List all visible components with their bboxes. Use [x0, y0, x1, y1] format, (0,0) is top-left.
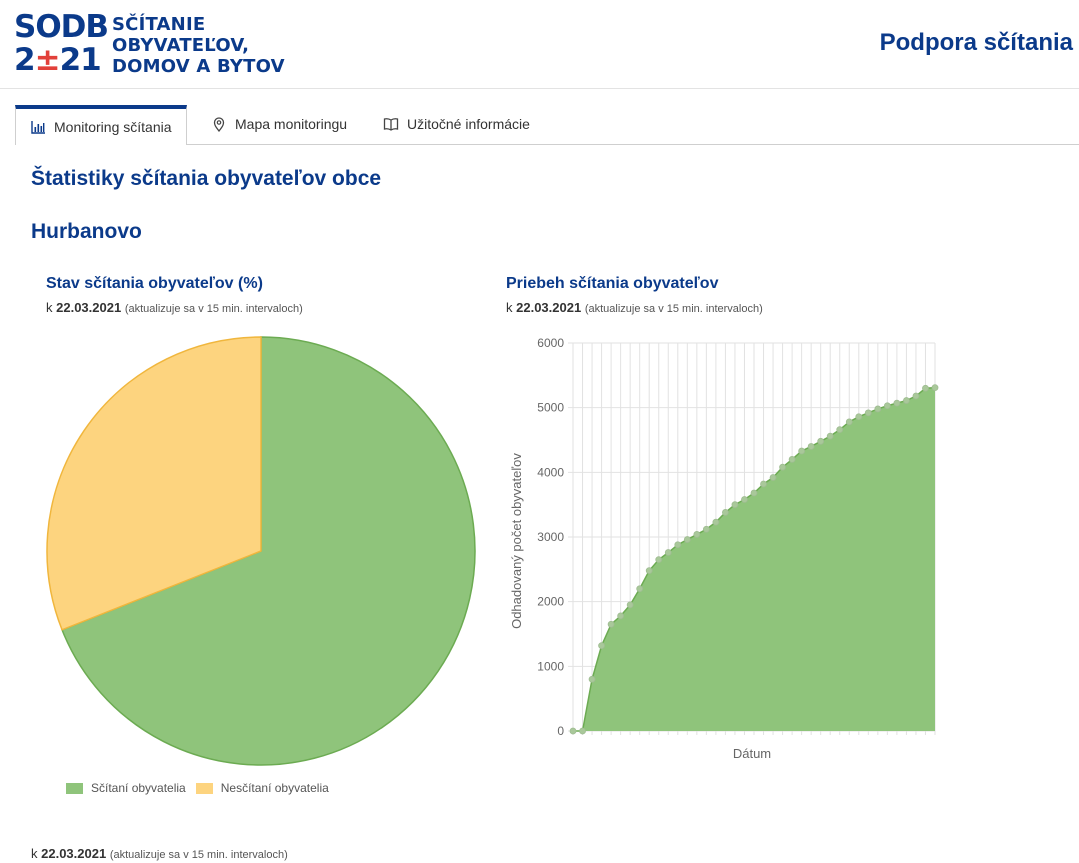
- data-point[interactable]: [702, 525, 710, 533]
- data-point[interactable]: [664, 549, 672, 556]
- data-point[interactable]: [769, 474, 777, 481]
- data-point[interactable]: [922, 384, 929, 392]
- y-tick-label: 4000: [537, 465, 564, 479]
- tab-bar: Monitoring sčítania Mapa monitoringu Uži…: [15, 105, 1079, 147]
- data-point[interactable]: [674, 541, 682, 549]
- pie-chart: [46, 336, 476, 766]
- tab-useful-info[interactable]: Užitočné informácie: [383, 105, 530, 143]
- data-point[interactable]: [626, 601, 634, 609]
- data-point[interactable]: [845, 418, 853, 426]
- legend-item-counted[interactable]: Sčítaní obyvatelia: [66, 781, 186, 795]
- data-point[interactable]: [931, 384, 939, 392]
- data-point[interactable]: [569, 727, 577, 735]
- pie-chart-title: Stav sčítania obyvateľov (%): [46, 275, 263, 292]
- municipality-name: Hurbanovo: [31, 220, 142, 243]
- tab-label: Užitočné informácie: [407, 116, 530, 132]
- pie-asof: k 22.03.2021 (aktualizuje sa v 15 min. i…: [46, 300, 303, 315]
- logo-text-line: DOMOV A BYTOV: [112, 56, 285, 77]
- data-point[interactable]: [864, 409, 872, 417]
- y-tick-label: 0: [557, 724, 564, 738]
- support-link[interactable]: Podpora sčítania: [879, 29, 1073, 56]
- data-point[interactable]: [807, 443, 815, 450]
- data-point[interactable]: [722, 509, 729, 516]
- tab-label: Monitoring sčítania: [54, 119, 172, 135]
- pie-legend: Sčítaní obyvatelia Nesčítaní obyvatelia: [66, 781, 339, 795]
- logo-text-line: SČÍTANIE: [112, 14, 206, 35]
- data-point[interactable]: [893, 399, 901, 407]
- y-axis-title: Odhadovaný počet obyvateľov: [509, 453, 524, 629]
- sodb-logo[interactable]: SODB 2±21: [14, 12, 109, 78]
- tab-label: Mapa monitoringu: [235, 116, 348, 132]
- book-icon: [383, 116, 399, 132]
- data-point[interactable]: [617, 612, 625, 620]
- data-point[interactable]: [836, 426, 844, 434]
- data-point[interactable]: [588, 675, 596, 683]
- data-point[interactable]: [788, 455, 796, 463]
- y-tick-label: 2000: [537, 595, 564, 609]
- y-tick-label: 3000: [537, 530, 564, 544]
- data-point[interactable]: [750, 489, 758, 497]
- data-point[interactable]: [826, 432, 834, 440]
- tab-monitoring[interactable]: Monitoring sčítania: [15, 105, 187, 147]
- legend-item-not-counted[interactable]: Nesčítaní obyvatelia: [195, 781, 329, 795]
- data-point[interactable]: [874, 405, 882, 413]
- legend-swatch-not-counted: [195, 782, 213, 794]
- data-point[interactable]: [598, 642, 605, 650]
- y-tick-label: 5000: [537, 401, 564, 415]
- header: SODB 2±21 SČÍTANIE OBYVATEĽOV, DOMOV A B…: [0, 0, 1079, 89]
- logo-row-1: SODB: [14, 9, 109, 45]
- logo-text-line: OBYVATEĽOV,: [112, 35, 250, 56]
- bar-chart-icon: [30, 119, 46, 135]
- area-fill: [573, 387, 935, 731]
- data-point[interactable]: [798, 447, 806, 455]
- area-chart-title: Priebeh sčítania obyvateľov: [506, 275, 719, 292]
- data-point[interactable]: [883, 402, 891, 410]
- area-asof: k 22.03.2021 (aktualizuje sa v 15 min. i…: [506, 300, 763, 315]
- page-title: Štatistiky sčítania obyvateľov obce: [31, 167, 382, 190]
- map-pin-icon: [211, 116, 227, 133]
- data-point[interactable]: [712, 518, 720, 526]
- x-axis-title: Dátum: [733, 746, 771, 761]
- logo-row-2: 2±21: [14, 42, 102, 78]
- data-point[interactable]: [607, 620, 615, 628]
- bottom-asof: k 22.03.2021 (aktualizuje sa v 15 min. i…: [31, 846, 288, 861]
- data-point[interactable]: [741, 496, 748, 503]
- data-point[interactable]: [636, 585, 644, 593]
- y-tick-label: 6000: [537, 336, 564, 350]
- data-point[interactable]: [579, 727, 586, 735]
- data-point[interactable]: [760, 480, 767, 488]
- pie-slice-counted[interactable]: [61, 336, 476, 766]
- legend-label: Nesčítaní obyvatelia: [220, 781, 329, 795]
- logo-text: SČÍTANIE OBYVATEĽOV, DOMOV A BYTOV: [112, 14, 285, 77]
- data-point[interactable]: [779, 463, 786, 471]
- pie-slice-not-counted[interactable]: [46, 336, 262, 631]
- data-point[interactable]: [855, 413, 863, 421]
- data-point[interactable]: [645, 567, 653, 575]
- area-chart: 0 1000 2000 3000 4000 5000 6000 Dátum Odhadovaný…: [509, 336, 939, 761]
- data-point[interactable]: [683, 536, 691, 543]
- data-point[interactable]: [903, 397, 910, 404]
- data-point[interactable]: [655, 556, 663, 564]
- data-point[interactable]: [731, 501, 739, 509]
- y-tick-label: 1000: [537, 659, 564, 673]
- legend-swatch-counted: [66, 782, 83, 794]
- data-point[interactable]: [912, 392, 920, 400]
- data-point[interactable]: [817, 437, 825, 445]
- tab-map[interactable]: Mapa monitoringu: [211, 105, 347, 143]
- data-point[interactable]: [693, 531, 701, 538]
- legend-label: Sčítaní obyvatelia: [91, 781, 186, 795]
